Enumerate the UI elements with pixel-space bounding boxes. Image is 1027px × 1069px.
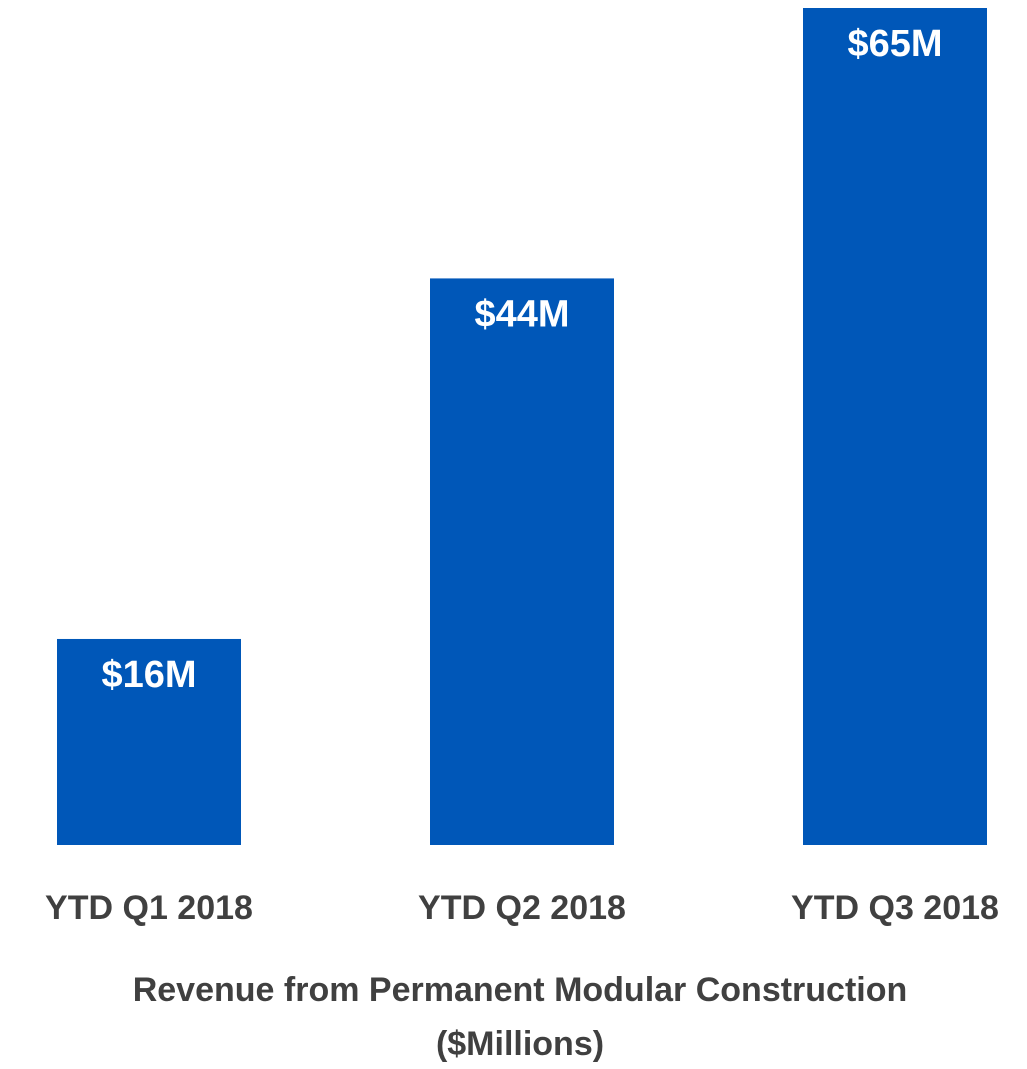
bar bbox=[430, 278, 614, 845]
x-tick-label: YTD Q3 2018 bbox=[791, 889, 999, 927]
value-label: $16M bbox=[101, 654, 196, 696]
x-tick-label: YTD Q2 2018 bbox=[418, 889, 626, 927]
bar bbox=[57, 638, 241, 845]
value-label: $44M bbox=[474, 293, 569, 335]
x-axis-title: Revenue from Permanent Modular Construct… bbox=[133, 971, 908, 1009]
value-label: $65M bbox=[847, 23, 942, 65]
x-axis-title: ($Millions) bbox=[436, 1025, 604, 1063]
x-tick-label: YTD Q1 2018 bbox=[45, 889, 253, 927]
bar bbox=[803, 8, 987, 845]
